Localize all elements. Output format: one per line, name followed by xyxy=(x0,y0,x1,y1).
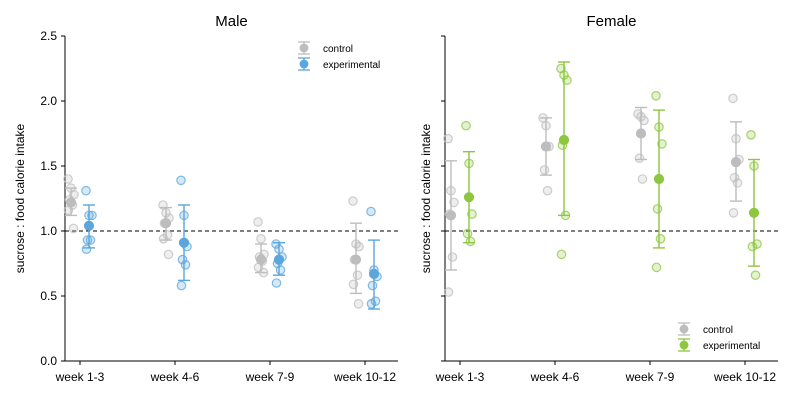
data-point xyxy=(163,249,174,260)
data-point xyxy=(271,239,281,249)
data-point xyxy=(87,210,97,221)
legend: control experimental xyxy=(298,41,380,71)
data-point xyxy=(465,236,476,247)
data-point xyxy=(556,249,567,260)
y-axis-label: sucrose : food calorie intake xyxy=(419,123,433,273)
x-tick-label: week 7-9 xyxy=(625,370,675,384)
data-point xyxy=(461,120,471,131)
data-point xyxy=(746,130,756,140)
x-tick-label: week 4-6 xyxy=(150,370,200,384)
y-tick-label: 1.5 xyxy=(40,159,57,173)
series-experimental xyxy=(81,175,382,310)
data-point xyxy=(352,270,363,280)
panel-title: Male xyxy=(215,13,248,30)
data-point xyxy=(747,241,758,252)
data-point xyxy=(275,265,286,275)
y-tick-label: 2.0 xyxy=(40,94,57,108)
mean-point xyxy=(350,254,362,265)
data-point xyxy=(68,223,79,234)
data-point xyxy=(728,208,739,218)
mean-point xyxy=(160,218,172,229)
data-point xyxy=(253,217,263,227)
series-control xyxy=(443,93,744,297)
x-tick-label: week 7-9 xyxy=(245,370,295,384)
mean-point xyxy=(653,173,665,185)
data-point xyxy=(562,75,572,85)
data-point xyxy=(732,178,743,188)
data-point xyxy=(353,298,364,309)
x-tick-label: week 4-6 xyxy=(530,370,580,384)
data-point xyxy=(651,262,662,273)
y-tick-label: 0.0 xyxy=(40,354,57,368)
legend-label: control xyxy=(323,44,353,55)
mean-point xyxy=(368,268,380,279)
data-point xyxy=(651,91,661,101)
y-tick-label: 0.5 xyxy=(40,289,57,303)
data-point xyxy=(81,185,91,196)
data-point xyxy=(657,139,667,149)
mean-point xyxy=(463,192,475,203)
mean-point xyxy=(65,197,77,208)
legend: control experimental xyxy=(678,322,760,352)
mean-point xyxy=(730,157,742,168)
mean-point xyxy=(635,128,647,139)
series-experimental xyxy=(461,61,762,280)
legend-marker-dot xyxy=(299,43,309,53)
data-point xyxy=(180,259,191,270)
legend-label: experimental xyxy=(703,341,760,352)
data-point xyxy=(462,228,473,239)
legend-marker-dot xyxy=(679,340,689,350)
x-tick-label: week 1-3 xyxy=(435,370,485,384)
mean-point xyxy=(178,237,190,248)
data-point xyxy=(639,115,649,126)
data-point xyxy=(271,278,282,288)
panel-male: Male 0.0 0.5 1.0 1.5 2.0 2.5 sucrose : food cal… xyxy=(13,13,398,384)
mean-point xyxy=(255,254,267,265)
legend-label: experimental xyxy=(323,60,380,71)
data-point xyxy=(354,241,364,252)
data-point xyxy=(443,287,454,297)
mean-point xyxy=(445,210,457,221)
data-point xyxy=(634,153,645,163)
data-point xyxy=(542,185,553,196)
data-point xyxy=(652,204,663,214)
panel-female: Female sucrose : food calorie intake week … xyxy=(419,13,778,384)
y-tick-label: 1.0 xyxy=(40,224,57,238)
legend-marker-dot xyxy=(679,324,689,334)
y-axis-label: sucrose : food calorie intake xyxy=(13,123,27,273)
data-point xyxy=(447,252,458,262)
legend-label: control xyxy=(703,325,733,336)
data-point xyxy=(176,175,186,186)
mean-point xyxy=(273,254,285,265)
data-point xyxy=(63,174,73,184)
data-point xyxy=(449,197,459,208)
data-point xyxy=(750,270,761,280)
data-point xyxy=(467,209,477,219)
data-point xyxy=(366,206,376,217)
data-point xyxy=(728,93,738,104)
data-point xyxy=(655,234,666,244)
x-tick-label: week 10-12 xyxy=(333,370,396,384)
data-point xyxy=(539,165,550,175)
legend-marker-dot xyxy=(299,59,309,69)
data-point xyxy=(348,196,358,206)
data-point xyxy=(367,280,378,291)
mean-point xyxy=(83,220,95,231)
x-tick-label: week 10-12 xyxy=(713,370,776,384)
data-point xyxy=(256,234,266,244)
mean-point xyxy=(540,141,552,152)
data-point xyxy=(637,174,648,184)
data-point xyxy=(85,235,96,245)
x-tick-label: week 1-3 xyxy=(55,370,105,384)
series-control xyxy=(63,174,364,309)
panel-title: Female xyxy=(586,13,636,30)
data-point xyxy=(443,133,453,144)
mean-point xyxy=(748,207,760,218)
y-tick-label: 2.5 xyxy=(40,29,57,43)
data-point xyxy=(176,280,187,291)
mean-point xyxy=(558,134,570,146)
